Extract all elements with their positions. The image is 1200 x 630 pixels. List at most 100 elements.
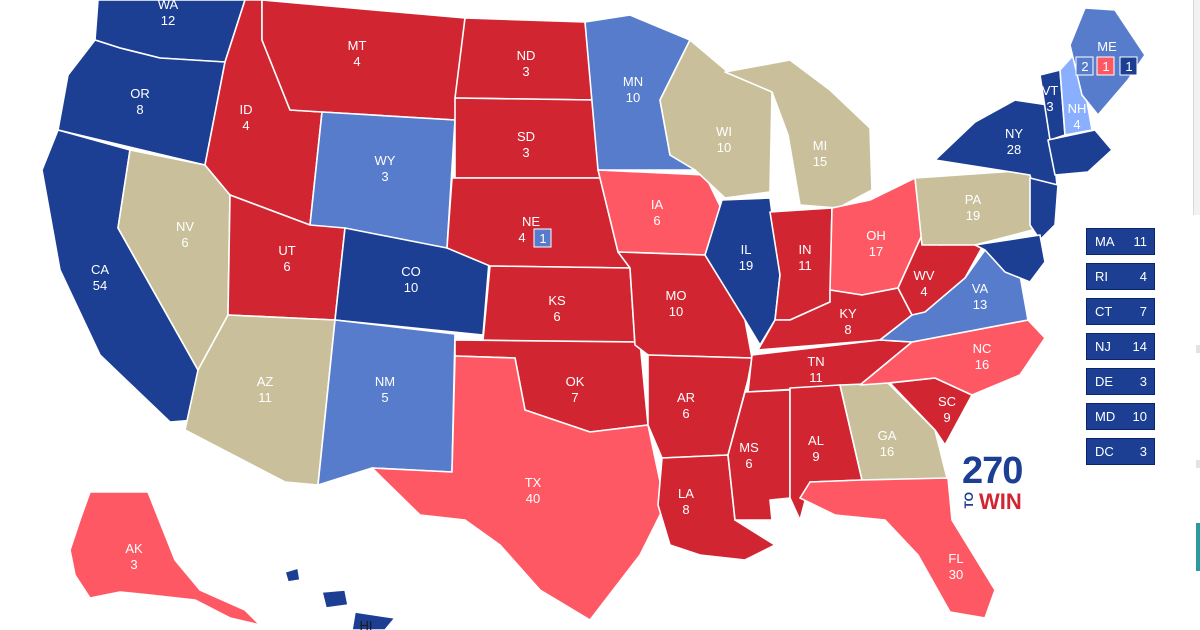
page-edge-scrollbar[interactable]: [1193, 0, 1200, 215]
state-fl[interactable]: [799, 477, 996, 619]
state-mi[interactable]: [724, 59, 873, 209]
label-or-ev: 8: [136, 102, 143, 117]
label-mt-abbr: MT: [348, 38, 367, 53]
label-nc-ev: 16: [975, 357, 989, 372]
label-tx-abbr: TX: [525, 475, 542, 490]
label-sc-ev: 9: [943, 410, 950, 425]
me-district-label-1r: 1: [1102, 59, 1109, 74]
small-state-abbr: DC: [1095, 444, 1114, 459]
label-nd-ev: 3: [522, 64, 529, 79]
small-state-abbr: CT: [1095, 304, 1113, 319]
label-mt-ev: 4: [353, 54, 360, 69]
label-in-ev: 11: [798, 258, 812, 273]
label-nm-ev: 5: [381, 390, 388, 405]
state-md-de[interactable]: [974, 234, 1046, 283]
small-state-ev: 11: [1133, 234, 1148, 249]
label-vt-abbr: VT: [1042, 83, 1059, 98]
label-va-abbr: VA: [972, 281, 989, 296]
label-ny-abbr: NY: [1005, 126, 1023, 141]
me-district-box-2[interactable]: [1075, 56, 1094, 76]
small-state-de[interactable]: DE 3: [1086, 368, 1155, 395]
page-edge-mark: [1196, 460, 1200, 468]
page-edge-mark: [1196, 345, 1200, 353]
label-tn-abbr: TN: [807, 354, 824, 369]
me-district-label-2: 2: [1081, 59, 1088, 74]
label-wa-ev: 12: [161, 13, 175, 28]
state-hi-3[interactable]: [351, 611, 396, 630]
label-nh-ev: 4: [1073, 117, 1080, 132]
state-hi-2[interactable]: [321, 589, 349, 609]
label-ca-ev: 54: [93, 278, 107, 293]
small-state-dc[interactable]: DC 3: [1086, 438, 1155, 465]
label-az-ev: 11: [258, 390, 272, 405]
state-ky[interactable]: [757, 287, 913, 351]
me-district-box-1-rep[interactable]: [1096, 56, 1115, 76]
label-la-abbr: LA: [678, 486, 694, 501]
label-ca-abbr: CA: [91, 262, 109, 277]
label-mi-ev: 15: [813, 154, 827, 169]
label-wy-abbr: WY: [375, 153, 396, 168]
label-wv-abbr: WV: [914, 268, 935, 283]
small-state-abbr: NJ: [1095, 339, 1111, 354]
label-ky-abbr: KY: [839, 306, 857, 321]
label-ms-abbr: MS: [739, 440, 759, 455]
label-mo-abbr: MO: [666, 288, 687, 303]
label-pa-abbr: PA: [965, 192, 982, 207]
label-sd-ev: 3: [522, 145, 529, 160]
label-id-abbr: ID: [240, 102, 253, 117]
small-state-ev: 7: [1139, 304, 1147, 319]
label-tx-ev: 40: [526, 491, 540, 506]
state-hi[interactable]: [284, 567, 301, 583]
small-state-ev: 3: [1139, 374, 1147, 389]
state-nj[interactable]: [1029, 177, 1059, 241]
label-mi-abbr: MI: [813, 138, 827, 153]
label-sc-abbr: SC: [938, 394, 956, 409]
label-nh-abbr: NH: [1068, 101, 1087, 116]
label-oh-abbr: OH: [866, 228, 886, 243]
label-az-abbr: AZ: [257, 374, 274, 389]
me-district-box-1-dem[interactable]: [1119, 56, 1138, 76]
small-state-ma[interactable]: MA 11: [1086, 228, 1155, 255]
label-nd-abbr: ND: [517, 48, 536, 63]
label-ar-ev: 6: [682, 406, 689, 421]
label-ne-ev: 4: [518, 230, 525, 245]
label-ms-ev: 6: [745, 456, 752, 471]
page-edge-tab[interactable]: [1196, 523, 1200, 571]
label-ar-abbr: AR: [677, 390, 695, 405]
ne-district-box[interactable]: [533, 228, 552, 248]
state-tx[interactable]: [371, 355, 666, 621]
label-va-ev: 13: [973, 297, 987, 312]
small-state-md[interactable]: MD 10: [1086, 403, 1155, 430]
label-wy-ev: 3: [381, 169, 388, 184]
label-ut-abbr: UT: [278, 243, 295, 258]
label-ak-abbr: AK: [125, 541, 143, 556]
label-nm-abbr: NM: [375, 374, 395, 389]
label-wa-abbr: WA: [158, 0, 179, 12]
label-al-ev: 9: [812, 449, 819, 464]
label-sd-abbr: SD: [517, 129, 535, 144]
small-state-ri[interactable]: RI 4: [1086, 263, 1155, 290]
label-pa-ev: 19: [966, 208, 980, 223]
state-labels: WA 12 OR 8 CA 54 NV 6 ID 4 MT 4 WY 3 UT …: [91, 0, 1117, 630]
label-tn-ev: 11: [809, 370, 823, 385]
small-state-abbr: MA: [1095, 234, 1115, 249]
state-mt[interactable]: [261, 0, 466, 121]
label-ut-ev: 6: [283, 259, 290, 274]
small-state-ct[interactable]: CT 7: [1086, 298, 1155, 325]
state-ma-ct-ri[interactable]: [1047, 129, 1113, 176]
label-mn-ev: 10: [626, 90, 640, 105]
label-al-abbr: AL: [808, 433, 824, 448]
small-state-nj[interactable]: NJ 14: [1086, 333, 1155, 360]
label-ne-abbr: NE: [522, 214, 540, 229]
label-nv-abbr: NV: [176, 219, 194, 234]
state-nc[interactable]: [859, 319, 1046, 396]
ne-district-label: 1: [539, 231, 546, 246]
label-wi-ev: 10: [717, 140, 731, 155]
270towin-logo[interactable]: 270 TO WIN: [962, 452, 1042, 522]
logo-number: 270: [962, 450, 1023, 492]
small-state-ev: 3: [1139, 444, 1147, 459]
label-hi-abbr: HI: [360, 618, 373, 630]
state-ak[interactable]: [69, 491, 261, 626]
label-ok-ev: 7: [571, 390, 578, 405]
state-co[interactable]: [334, 227, 491, 336]
